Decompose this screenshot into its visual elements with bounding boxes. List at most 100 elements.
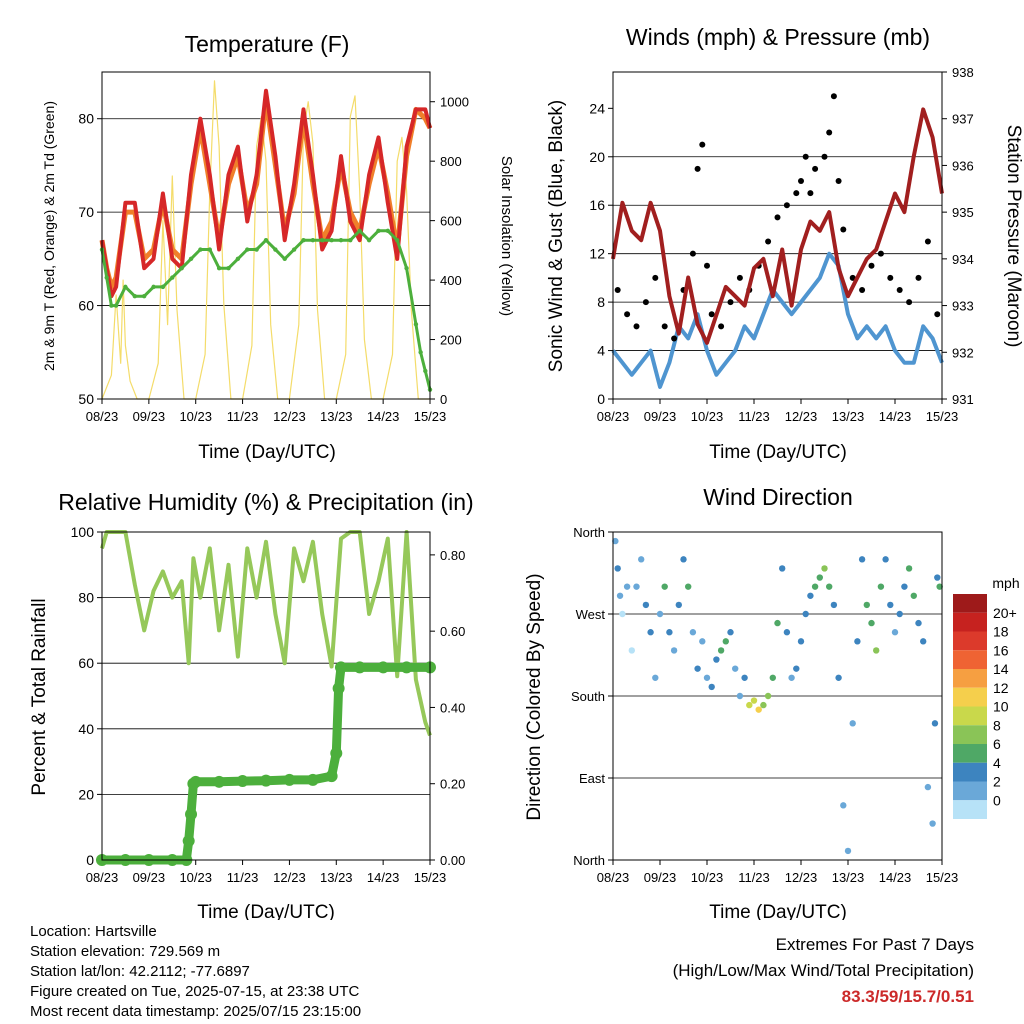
winds-plot: 0 4 8 12 16 20 24 08/23 09/23 10/23 11/23 12/23 13/2… [589,65,973,424]
precip-point [325,770,338,783]
direction-point [656,610,664,618]
precip-point [260,774,272,787]
colorbar-swatch [953,781,987,801]
dewpoint-point [273,247,278,252]
colorbar-swatch [953,687,987,707]
precip-point [185,808,198,821]
direction-point [666,629,673,636]
gust-point [652,274,659,281]
y-tick-label: 24 [589,100,605,116]
x-tick-label: 12/23 [785,409,818,424]
dewpoint-point [423,368,428,374]
extremes-title: Extremes For Past 7 Days [775,935,974,954]
direction-point [703,674,711,681]
direction-point [849,720,856,727]
dewpoint-point [226,266,231,271]
dewpoint-point [376,228,381,234]
temperature-title: Temperature (F) [185,31,350,57]
y2-tick-label: 936 [952,158,974,173]
y2-tick-label: 0.60 [440,624,465,639]
y-tick-label: 60 [78,298,94,314]
dewpoint-point [282,256,287,262]
y-tick-label: 4 [597,343,605,359]
dewpoint-point [338,237,344,243]
solar-ylabel: Solar Insolation (Yellow) [498,156,515,316]
colorbar-swatch [953,744,987,763]
direction-point [760,701,767,709]
dewpoint-point [357,228,362,234]
y2-tick-label: 937 [952,112,974,127]
direction-point [854,638,861,645]
x-tick-label: 15/23 [414,409,447,424]
direction-point [727,629,734,636]
direction-point [616,592,624,599]
direction-point [934,574,941,581]
dewpoint-point [141,294,147,299]
direction-title: Wind Direction [703,484,853,510]
gust-point [642,299,649,306]
y2-tick-label: 200 [440,333,462,348]
dewpoint-point [395,237,400,243]
direction-point [708,683,715,691]
y-tick-label: 80 [78,111,94,127]
precip-point [182,834,195,847]
dewpoint-point [366,237,372,243]
y-tick-label: West [576,607,606,622]
precip-point [306,773,319,786]
gust-point [633,323,640,330]
y2-tick-label: 0.00 [440,853,465,868]
gust-point [877,250,884,257]
gust-point [859,287,866,293]
plot-border [612,71,943,400]
dewpoint-point [170,275,175,280]
dewpoint-point [109,303,114,308]
direction-point [633,583,640,590]
colorbar-label: 10 [993,699,1009,715]
plot-border [101,71,431,400]
y2-tick-label: 933 [952,299,974,314]
gust-point [798,178,804,184]
y2-tick-label: 934 [952,252,974,267]
direction-point [638,556,645,563]
y2-tick-label: 600 [440,214,462,229]
recent-data-timestamp: Most recent data timestamp: 2025/07/15 2… [30,1003,362,1020]
x-tick-label: 14/23 [879,870,912,885]
colorbar-label: 0 [993,792,1001,808]
direction-point [628,647,635,654]
temperature-panel: Temperature (F) Time (Day/UTC) 2m & 9m T… [41,31,515,463]
x-tick-label: 15/23 [926,870,959,885]
y-tick-label: 50 [78,391,94,407]
precip-point [334,661,347,674]
y2-tick-label: 800 [440,154,462,169]
gust-point [840,226,847,233]
colorbar-swatch [953,762,987,782]
x-tick-label: 08/23 [597,870,630,885]
y2-tick-label: 935 [952,205,974,220]
y2-tick-label: 938 [952,65,974,80]
direction-point [661,583,668,590]
direction-point [670,647,678,654]
direction-point [717,647,725,654]
direction-point [769,674,776,681]
direction-point [915,619,922,627]
direction-point [623,583,631,590]
precip-point [353,661,366,674]
direction-point [891,629,899,636]
y-tick-label: 70 [78,204,94,220]
direction-point [905,565,913,572]
y-tick-label: North [573,853,605,868]
dewpoint-point [132,294,137,299]
direction-point [873,647,880,654]
x-tick-label: 15/23 [414,870,447,885]
temperature-ylabel: 2m & 9m T (Red, Orange) & 2m Td (Green) [41,101,57,371]
gust-point [906,299,913,306]
gust-point [718,323,725,330]
y-tick-label: 80 [78,590,94,606]
figure-created: Figure created on Tue, 2025-07-15, at 23… [30,983,360,1000]
direction-point [612,537,619,545]
x-tick-label: 14/23 [367,409,400,424]
dewpoint-point [301,237,306,243]
direction-point [675,601,682,609]
humidity-line [100,530,432,737]
direction-point [647,629,654,636]
